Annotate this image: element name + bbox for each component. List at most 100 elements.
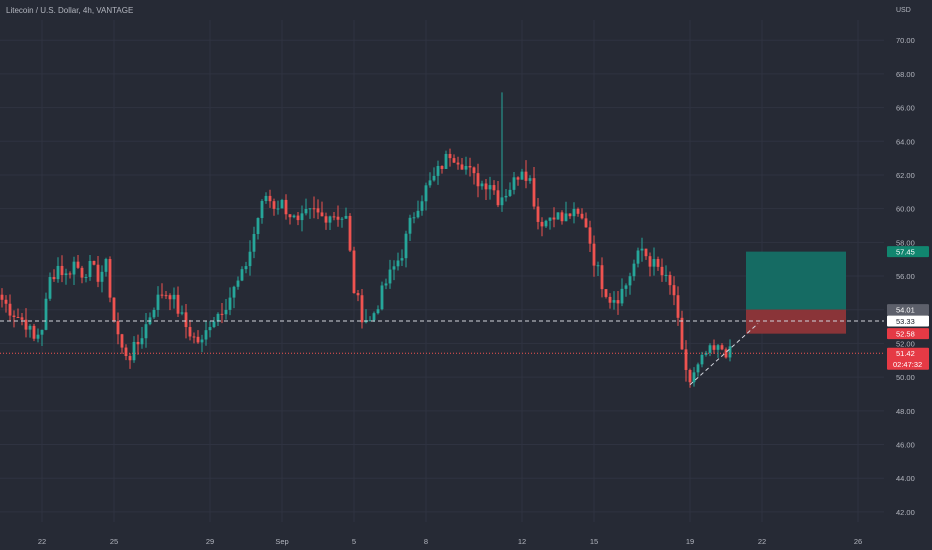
candle-body <box>520 171 524 180</box>
candle <box>704 350 708 357</box>
candle <box>284 194 288 220</box>
profit-zone[interactable] <box>746 251 846 310</box>
candle <box>464 156 468 175</box>
candle-body <box>700 354 704 365</box>
candle-body <box>564 213 568 222</box>
candle-body <box>260 201 264 219</box>
candle-body <box>600 265 604 290</box>
candle <box>288 214 292 225</box>
candle <box>140 327 144 349</box>
candle <box>612 291 616 310</box>
candle-body <box>632 263 636 277</box>
candle-body <box>620 288 624 304</box>
currency-label: USD <box>896 7 911 14</box>
candle-body <box>552 217 556 220</box>
candle <box>320 201 324 217</box>
candle-body <box>428 180 432 186</box>
y-tick-label: 50.00 <box>896 373 915 382</box>
candle-body <box>120 334 124 348</box>
badge-price: 51.42 02:47:32 <box>887 347 929 370</box>
badge-entry-label: 54.01 <box>896 306 915 315</box>
candle <box>488 176 492 200</box>
candle-body <box>580 213 584 219</box>
candle-body <box>240 269 244 281</box>
candle-body <box>348 215 352 251</box>
candle-body <box>156 294 160 310</box>
candle-body <box>64 273 68 276</box>
candle-body <box>248 251 252 267</box>
candle <box>0 288 4 308</box>
candle-body <box>308 208 312 210</box>
candle <box>136 334 140 355</box>
candle-body <box>452 158 456 163</box>
candle-body <box>180 312 184 314</box>
candle <box>236 276 240 290</box>
x-tick-label: 15 <box>590 537 598 546</box>
candle-body <box>708 345 712 353</box>
candle-body <box>208 327 212 331</box>
candle-body <box>372 313 376 321</box>
candle-body <box>164 295 168 297</box>
candle-body <box>48 277 52 299</box>
candle-body <box>608 296 612 303</box>
candle-body <box>192 336 196 338</box>
candle <box>700 351 704 368</box>
badge-level-bg <box>887 315 929 327</box>
candle-body <box>324 216 328 223</box>
candle <box>244 261 248 274</box>
badge-target-label: 57.45 <box>896 248 915 257</box>
candle <box>68 271 72 279</box>
candle <box>112 297 116 323</box>
candle <box>48 272 52 301</box>
candle <box>16 308 20 318</box>
candle-body <box>256 218 260 235</box>
candle <box>596 261 600 277</box>
position-tool[interactable] <box>746 251 846 334</box>
candle-body <box>368 320 372 322</box>
candle-body <box>352 250 356 294</box>
candle <box>620 278 624 307</box>
candle-body <box>272 201 276 209</box>
y-tick-label: 66.00 <box>896 104 915 113</box>
candle-body <box>300 213 304 221</box>
candle <box>408 214 412 241</box>
candle-body <box>160 294 164 296</box>
candle-body <box>224 309 228 315</box>
candle <box>368 316 372 322</box>
candle-body <box>336 216 340 220</box>
candle-body <box>540 221 544 227</box>
candle-body <box>604 289 608 297</box>
candle <box>312 196 316 219</box>
candle <box>120 333 124 354</box>
candle <box>332 212 336 221</box>
badge-target: 57.45 <box>887 246 929 258</box>
candle-body <box>100 271 104 282</box>
loss-zone[interactable] <box>746 309 846 334</box>
candle-body <box>556 212 560 220</box>
y-tick-label: 44.00 <box>896 474 915 483</box>
badge-entry: 54.01 <box>887 304 929 316</box>
candle-body <box>424 185 428 202</box>
candle-body <box>200 339 204 343</box>
candle-body <box>184 312 188 328</box>
candle-body <box>592 243 596 266</box>
candle-body <box>576 208 580 214</box>
candle <box>324 212 328 230</box>
candle-body <box>560 212 564 222</box>
candle-body <box>344 215 348 219</box>
candle <box>404 230 408 268</box>
trendline[interactable] <box>689 323 759 386</box>
badge-stop: 52.58 <box>887 328 929 340</box>
price-axis[interactable]: 42.0044.0046.0048.0050.0052.0054.0056.00… <box>896 36 915 517</box>
candle-body <box>420 201 424 211</box>
candle <box>428 172 432 188</box>
candle-body <box>268 195 272 202</box>
candle-body <box>84 276 88 278</box>
candle-body <box>356 293 360 296</box>
candle-body <box>404 233 408 259</box>
x-tick-label: 5 <box>352 537 356 546</box>
candle <box>480 180 484 190</box>
candle-body <box>92 260 96 265</box>
time-axis[interactable]: 22 25 29 Sep 5 8 12 15 19 22 26 <box>38 537 862 546</box>
